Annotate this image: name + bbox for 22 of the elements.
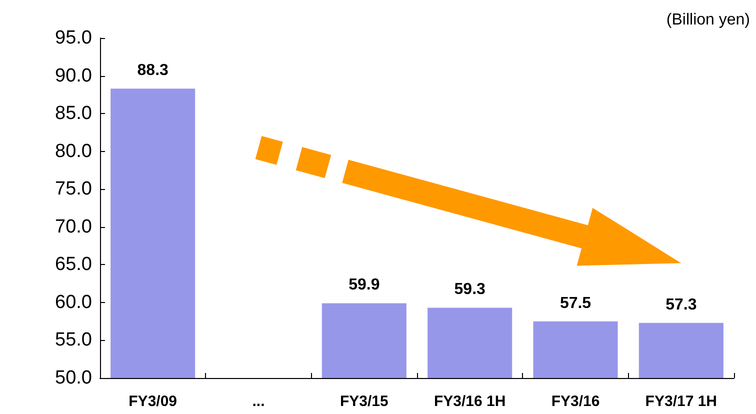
x-tick-label: FY3/09 bbox=[128, 393, 178, 410]
x-tick-label: ... bbox=[252, 393, 265, 410]
y-tick-label: 85.0 bbox=[55, 103, 92, 124]
y-tick-label: 65.0 bbox=[55, 254, 92, 276]
x-tick-label: FY3/16 1H bbox=[434, 393, 506, 410]
y-tick-label: 60.0 bbox=[55, 292, 92, 313]
x-tick-label: FY3/17 1H bbox=[645, 393, 718, 410]
data-label: 88.3 bbox=[137, 62, 169, 80]
y-tick-label: 75.0 bbox=[55, 178, 92, 200]
y-tick-label: 70.0 bbox=[55, 216, 92, 238]
y-tick-label: 50.0 bbox=[55, 368, 92, 388]
data-label: 57.5 bbox=[560, 294, 592, 312]
text: (Billion yen) bbox=[666, 12, 750, 28]
y-tick-label: 55.0 bbox=[55, 330, 92, 351]
y-tick-label: 95.0 bbox=[55, 28, 92, 48]
x-tick-label: FY3/16 bbox=[551, 393, 600, 410]
y-tick-label: 90.0 bbox=[55, 65, 92, 86]
data-label: 57.3 bbox=[666, 296, 697, 314]
data-label: 59.9 bbox=[348, 276, 380, 294]
x-tick-label: FY3/15 bbox=[340, 393, 388, 410]
data-label: 59.3 bbox=[454, 281, 486, 298]
y-tick-label: 80.0 bbox=[55, 140, 92, 162]
